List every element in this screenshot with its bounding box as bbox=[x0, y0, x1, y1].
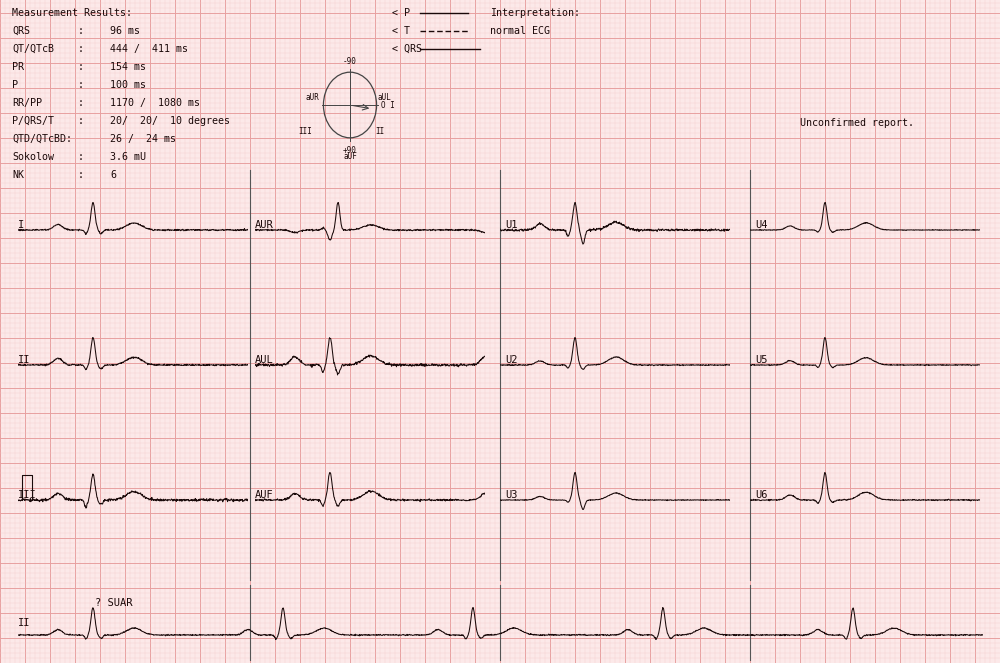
Text: :: : bbox=[78, 152, 84, 162]
Text: :: : bbox=[78, 44, 84, 54]
Text: :: : bbox=[78, 170, 84, 180]
Text: AUF: AUF bbox=[255, 490, 274, 500]
Text: P/QRS/T: P/QRS/T bbox=[12, 116, 54, 126]
Text: 96 ms: 96 ms bbox=[110, 26, 140, 36]
Text: NK: NK bbox=[12, 170, 24, 180]
Text: 100 ms: 100 ms bbox=[110, 80, 146, 90]
Text: 3.6 mU: 3.6 mU bbox=[110, 152, 146, 162]
Text: II: II bbox=[18, 618, 30, 628]
Text: Interpretation:: Interpretation: bbox=[490, 8, 580, 18]
Text: U2: U2 bbox=[505, 355, 518, 365]
Text: I: I bbox=[18, 220, 24, 230]
Text: 26 /  24 ms: 26 / 24 ms bbox=[110, 134, 176, 144]
Text: U3: U3 bbox=[505, 490, 518, 500]
Text: U4: U4 bbox=[755, 220, 768, 230]
Text: normal ECG: normal ECG bbox=[490, 26, 550, 36]
Text: aUL: aUL bbox=[378, 93, 391, 103]
Text: U1: U1 bbox=[505, 220, 518, 230]
Text: ? SUAR: ? SUAR bbox=[95, 598, 132, 608]
Text: Unconfirmed report.: Unconfirmed report. bbox=[800, 118, 914, 128]
Text: Measurement Results:: Measurement Results: bbox=[12, 8, 132, 18]
Text: U6: U6 bbox=[755, 490, 768, 500]
Text: P: P bbox=[12, 80, 18, 90]
Text: < QRS: < QRS bbox=[392, 44, 422, 54]
Text: 444 /  411 ms: 444 / 411 ms bbox=[110, 44, 188, 54]
Text: III: III bbox=[299, 127, 312, 136]
Text: O I: O I bbox=[381, 101, 395, 109]
Text: < P: < P bbox=[392, 8, 410, 18]
Text: II: II bbox=[18, 355, 30, 365]
Text: U5: U5 bbox=[755, 355, 768, 365]
Text: AUR: AUR bbox=[255, 220, 274, 230]
Text: 154 ms: 154 ms bbox=[110, 62, 146, 72]
Text: :: : bbox=[78, 116, 84, 126]
Text: 20/  20/  10 degrees: 20/ 20/ 10 degrees bbox=[110, 116, 230, 126]
Text: < T: < T bbox=[392, 26, 410, 36]
Text: II: II bbox=[376, 127, 385, 136]
Text: -90: -90 bbox=[343, 57, 357, 66]
Text: Sokolow: Sokolow bbox=[12, 152, 54, 162]
Text: AUL: AUL bbox=[255, 355, 274, 365]
Text: :: : bbox=[78, 80, 84, 90]
Text: +90: +90 bbox=[343, 146, 357, 154]
Text: QT/QTcB: QT/QTcB bbox=[12, 44, 54, 54]
Text: PR: PR bbox=[12, 62, 24, 72]
Text: aUR: aUR bbox=[306, 93, 320, 103]
Text: :: : bbox=[78, 26, 84, 36]
Text: :: : bbox=[78, 62, 84, 72]
Text: 6: 6 bbox=[110, 170, 116, 180]
Text: RR/PP: RR/PP bbox=[12, 98, 42, 108]
Text: QRS: QRS bbox=[12, 26, 30, 36]
Text: QTD/QTcBD:: QTD/QTcBD: bbox=[12, 134, 72, 144]
Text: :: : bbox=[78, 98, 84, 108]
Text: aUF: aUF bbox=[343, 152, 357, 161]
Text: III: III bbox=[18, 490, 37, 500]
Text: 1170 /  1080 ms: 1170 / 1080 ms bbox=[110, 98, 200, 108]
